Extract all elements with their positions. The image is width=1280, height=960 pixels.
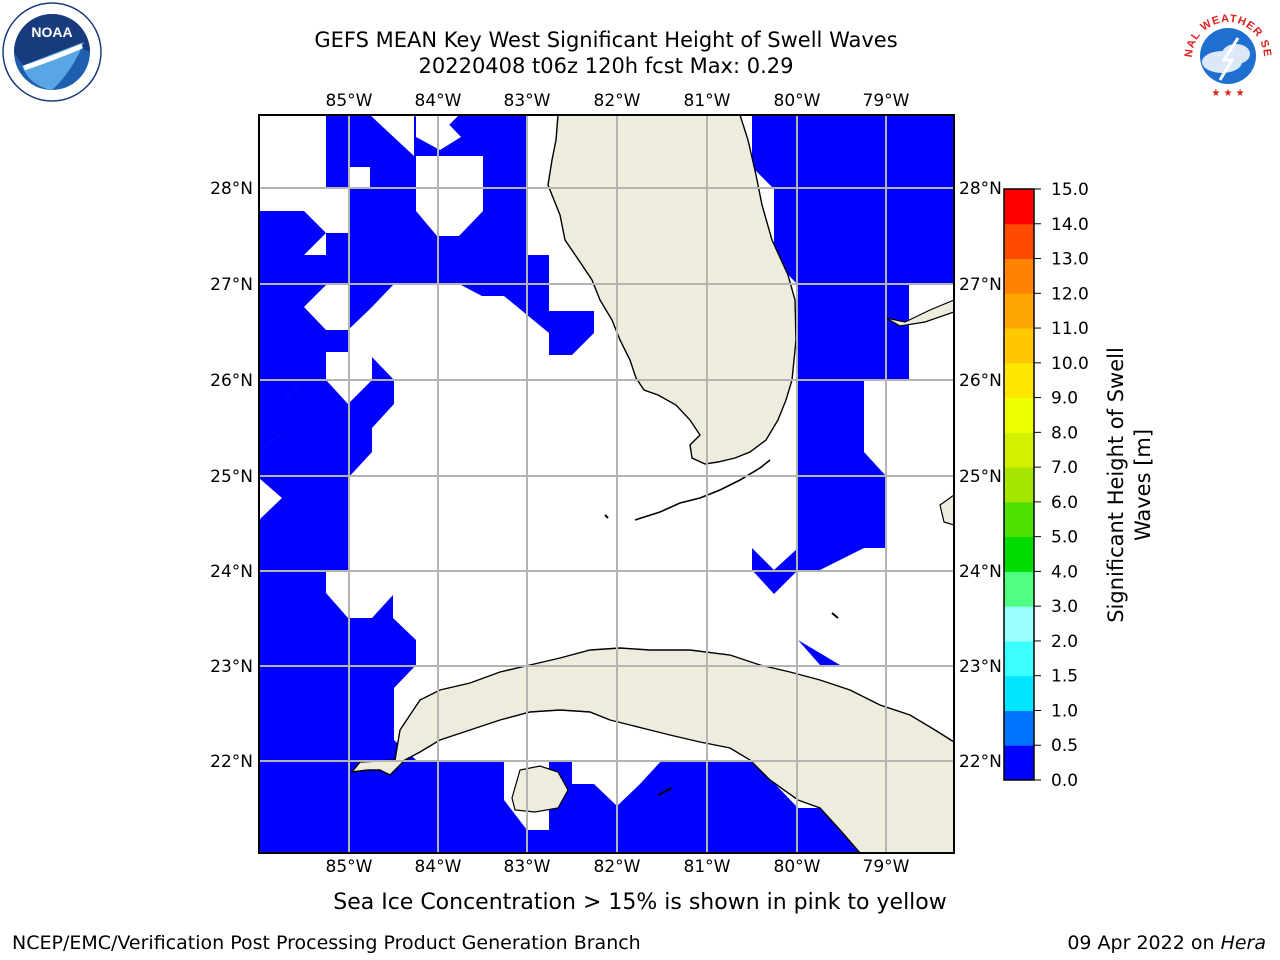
longitude-labels: 85°W 85°W 84°W 84°W 83°W 83°W 82°W 82°W 81°W 81°W… — [326, 91, 910, 877]
colorbar-swatch — [1004, 189, 1034, 225]
colorbar-swatch — [1004, 710, 1034, 746]
latitude-label: 24°N — [959, 562, 1002, 582]
colorbar-tick-label: 12.0 — [1051, 284, 1089, 304]
colorbar-tick-label: 10.0 — [1051, 354, 1089, 374]
latitude-label: 22°N — [210, 752, 253, 772]
colorbar-tick-label: 4.0 — [1051, 562, 1078, 582]
colorbar-tick-label: 7.0 — [1051, 458, 1078, 478]
florida-peninsula — [547, 115, 797, 465]
longitude-label: 79°W — [863, 857, 910, 877]
nws-logo-icon: NATIONAL WEATHER SERVICE ★ ★ ★ — [1178, 2, 1274, 100]
cuba-islet — [657, 787, 673, 796]
svg-text:★ ★ ★: ★ ★ ★ — [1211, 88, 1244, 99]
footer-date-text: 09 Apr 2022 on — [1067, 932, 1221, 954]
colorbar-swatch — [1004, 606, 1034, 642]
chart-title: GEFS MEAN Key West Significant Height of… — [314, 28, 898, 52]
latitude-label: 27°N — [959, 275, 1002, 295]
map-frame — [258, 114, 955, 854]
colorbar-swatch — [1004, 640, 1034, 677]
colorbar-tick-label: 2.0 — [1051, 632, 1078, 652]
colorbar-swatch — [1004, 328, 1034, 364]
bahamas-island — [939, 494, 954, 526]
colorbar-tick-label: 8.0 — [1051, 423, 1078, 443]
longitude-label: 79°W — [863, 91, 910, 111]
latitude-label: 27°N — [210, 275, 253, 295]
swell-height-fill — [259, 115, 954, 853]
latitude-label: 28°N — [210, 179, 253, 199]
longitude-label: 82°W — [594, 91, 641, 111]
chart-subtitle: 20220408 t06z 120h fcst Max: 0.29 — [418, 54, 794, 78]
colorbar-tick-label: 15.0 — [1051, 180, 1089, 200]
footer-date: 09 Apr 2022 on Hera — [1000, 932, 1266, 954]
latitude-label: 26°N — [959, 371, 1002, 391]
colorbar-tick-label: 5.0 — [1051, 528, 1078, 548]
grand-bahama — [885, 299, 954, 327]
colorbar-tick-label: 11.0 — [1051, 319, 1089, 339]
latitude-label: 23°N — [959, 657, 1002, 677]
colorbar-swatch — [1004, 258, 1034, 294]
colorbar-swatch — [1004, 467, 1034, 503]
colorbar-tick-label: 13.0 — [1051, 250, 1089, 270]
colorbar-swatch — [1004, 675, 1034, 711]
latitude-label: 25°N — [959, 467, 1002, 487]
noaa-logo-text: NOAA — [31, 24, 72, 40]
colorbar-swatch — [1004, 501, 1034, 538]
colorbar-title-line1: Significant Height of Swell — [1104, 347, 1128, 623]
longitude-label: 82°W — [594, 857, 641, 877]
latitude-labels: 28°N 28°N 27°N 27°N 26°N 26°N 25°N 25°N 24°N 24°N… — [210, 179, 1002, 772]
noaa-logo-icon: NOAA — [2, 2, 102, 102]
latitude-label: 26°N — [210, 371, 253, 391]
colorbar-frame — [1003, 188, 1035, 781]
longitude-label: 81°W — [684, 857, 731, 877]
colorbar-tick-label: 6.0 — [1051, 493, 1078, 513]
map-content — [259, 115, 954, 853]
longitude-label: 83°W — [504, 91, 551, 111]
colorbar-swatch — [1004, 571, 1034, 607]
colorbar-tick-label: 9.0 — [1051, 389, 1078, 409]
colorbar-swatch — [1004, 223, 1034, 260]
florida-keys — [634, 459, 771, 521]
longitude-label: 80°W — [774, 91, 821, 111]
colorbar-swatch — [1004, 432, 1034, 468]
colorbar-ticks: 0.0 0.5 1.0 1.5 2.0 3.0 4.0 5.0 6.0 7.0 8.0 9.0 10.0… — [1034, 180, 1089, 791]
colorbar-tick-label: 3.0 — [1051, 597, 1078, 617]
colorbar — [1003, 188, 1035, 781]
colorbar-tick-label: 1.0 — [1051, 701, 1078, 721]
longitude-label: 81°W — [684, 91, 731, 111]
colorbar-tick-label: 14.0 — [1051, 215, 1089, 235]
graticule — [259, 115, 954, 853]
longitude-label: 84°W — [415, 91, 462, 111]
longitude-label: 85°W — [326, 91, 373, 111]
colorbar-tick-label: 0.5 — [1051, 736, 1078, 756]
footer-credit: NCEP/EMC/Verification Post Processing Pr… — [12, 932, 641, 954]
cay-islet — [831, 612, 839, 619]
footer-host: Hera — [1220, 932, 1266, 954]
longitude-label: 80°W — [774, 857, 821, 877]
key-islet — [604, 514, 609, 519]
colorbar-tick-label: 1.5 — [1051, 667, 1078, 687]
longitude-label: 83°W — [504, 857, 551, 877]
latitude-label: 22°N — [959, 752, 1002, 772]
colorbar-swatch — [1004, 362, 1034, 399]
sea-ice-note: Sea Ice Concentration > 15% is shown in … — [333, 890, 947, 915]
colorbar-swatch — [1004, 745, 1034, 781]
latitude-label: 24°N — [210, 562, 253, 582]
colorbar-title-line2: Waves [m] — [1131, 429, 1155, 541]
longitude-label: 84°W — [415, 857, 462, 877]
latitude-label: 28°N — [959, 179, 1002, 199]
colorbar-swatch — [1004, 293, 1034, 329]
colorbar-swatch — [1004, 397, 1034, 433]
colorbar-swatch — [1004, 536, 1034, 572]
latitude-label: 23°N — [210, 657, 253, 677]
latitude-label: 25°N — [210, 467, 253, 487]
longitude-label: 85°W — [326, 857, 373, 877]
cuba — [350, 647, 954, 853]
colorbar-tick-label: 0.0 — [1051, 771, 1078, 791]
